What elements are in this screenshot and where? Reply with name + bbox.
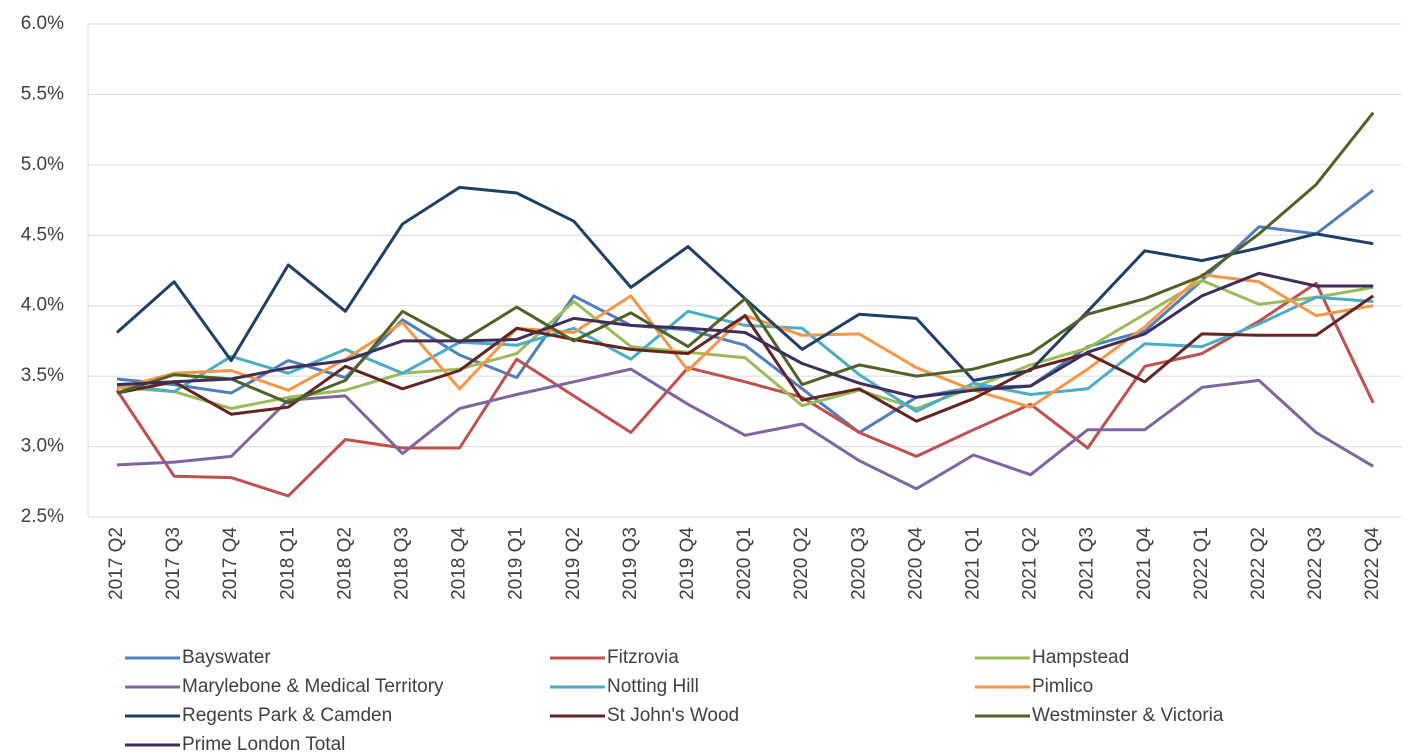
x-tick-label: 2019 Q1: [506, 527, 527, 600]
y-tick-label: 4.0%: [21, 295, 64, 316]
legend-label: St John's Wood: [607, 705, 739, 726]
x-tick-label: 2017 Q2: [106, 527, 127, 600]
x-tick-label: 2019 Q4: [677, 527, 698, 600]
y-tick-label: 3.0%: [21, 436, 64, 457]
x-tick-label: 2018 Q2: [334, 527, 355, 600]
legend-label: Bayswater: [182, 647, 271, 668]
x-tick-label: 2021 Q2: [1020, 527, 1041, 600]
x-tick-label: 2020 Q4: [905, 527, 926, 600]
y-tick-label: 3.5%: [21, 365, 64, 386]
y-tick-label: 5.0%: [21, 154, 64, 175]
x-tick-label: 2022 Q1: [1191, 527, 1212, 600]
legend-label: Hampstead: [1032, 647, 1129, 668]
x-tick-label: 2020 Q1: [734, 527, 755, 600]
legend-label: Pimlico: [1032, 676, 1093, 697]
y-tick-label: 5.5%: [21, 83, 64, 104]
x-tick-label: 2019 Q3: [620, 527, 641, 600]
series-line: [116, 367, 1374, 491]
y-tick-label: 6.0%: [21, 13, 64, 34]
legend-label: Marylebone & Medical Territory: [182, 676, 444, 697]
x-tick-label: 2021 Q1: [963, 527, 984, 600]
x-tick-label: 2017 Q3: [163, 527, 184, 600]
x-tick-label: 2017 Q4: [220, 527, 241, 600]
y-tick-label: 4.5%: [21, 224, 64, 245]
x-tick-label: 2021 Q3: [1077, 527, 1098, 600]
x-tick-label: 2018 Q4: [449, 527, 470, 600]
legend-label: Fitzrovia: [607, 647, 679, 668]
series-line: [116, 111, 1375, 405]
legend-label: Regents Park & Camden: [182, 705, 392, 726]
x-tick-label: 2021 Q4: [1134, 527, 1155, 600]
x-tick-label: 2022 Q3: [1305, 527, 1326, 600]
series-line: [116, 189, 1375, 434]
x-tick-label: 2018 Q1: [277, 527, 298, 600]
series-line: [115, 281, 1375, 498]
series-line: [116, 278, 1374, 410]
series-line: [116, 295, 1374, 413]
y-tick-label: 2.5%: [21, 506, 64, 527]
x-tick-label: 2022 Q4: [1362, 527, 1383, 600]
series-line: [116, 271, 1374, 399]
x-tick-label: 2020 Q2: [791, 527, 812, 600]
legend-label: Prime London Total: [182, 734, 345, 755]
series-line: [116, 294, 1375, 423]
x-tick-label: 2020 Q3: [848, 527, 869, 600]
x-tick-label: 2019 Q2: [563, 527, 584, 600]
x-tick-label: 2022 Q2: [1248, 527, 1269, 600]
legend-label: Westminster & Victoria: [1032, 705, 1224, 726]
legend-label: Notting Hill: [607, 676, 699, 697]
x-tick-label: 2018 Q3: [392, 527, 413, 600]
